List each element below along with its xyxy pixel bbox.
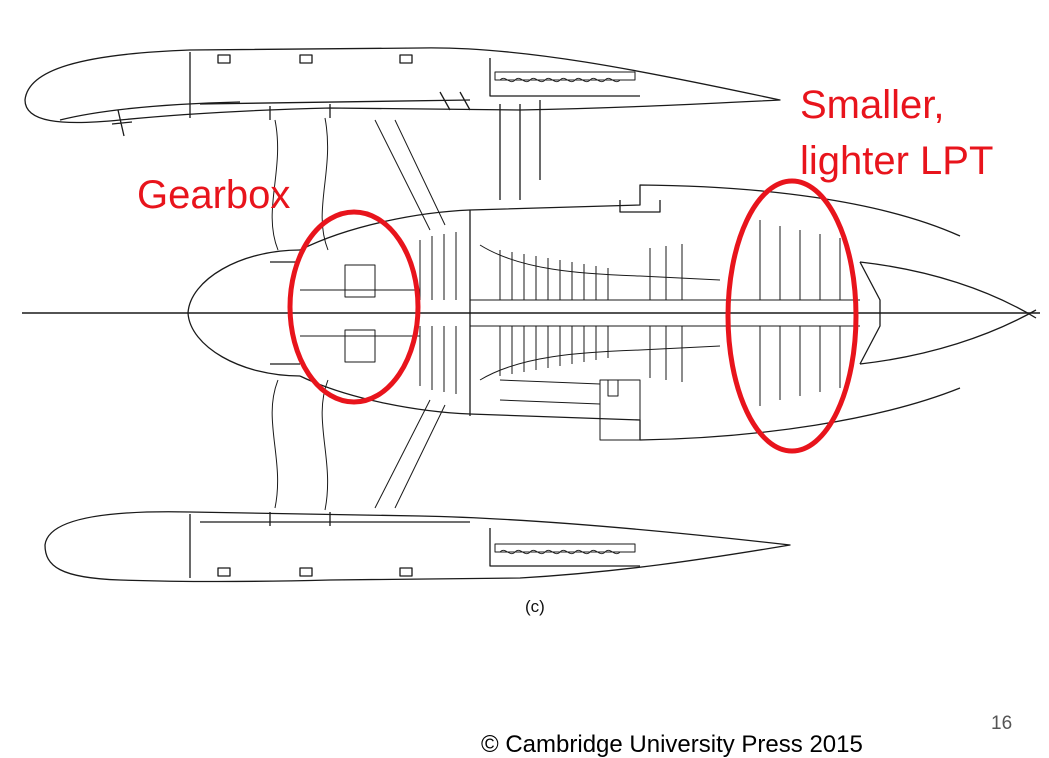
copyright-notice: © Cambridge University Press 2015: [481, 731, 863, 758]
lpt-annotation-line-1: Smaller,: [800, 83, 945, 127]
upper-nacelle: [24, 47, 781, 200]
gearbox-highlight-ellipse: [287, 209, 421, 405]
core-stages: [300, 220, 860, 441]
lower-nacelle: [44, 511, 791, 583]
page-number: 16: [991, 713, 1013, 734]
figure-caption: (c): [525, 597, 545, 616]
lpt-highlight-ellipse: [725, 178, 859, 454]
lpt-annotation-line-2: lighter LPT: [800, 139, 994, 183]
gearbox-annotation: Gearbox: [137, 173, 291, 217]
